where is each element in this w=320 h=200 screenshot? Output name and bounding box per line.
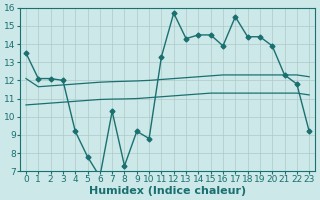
X-axis label: Humidex (Indice chaleur): Humidex (Indice chaleur) — [89, 186, 246, 196]
